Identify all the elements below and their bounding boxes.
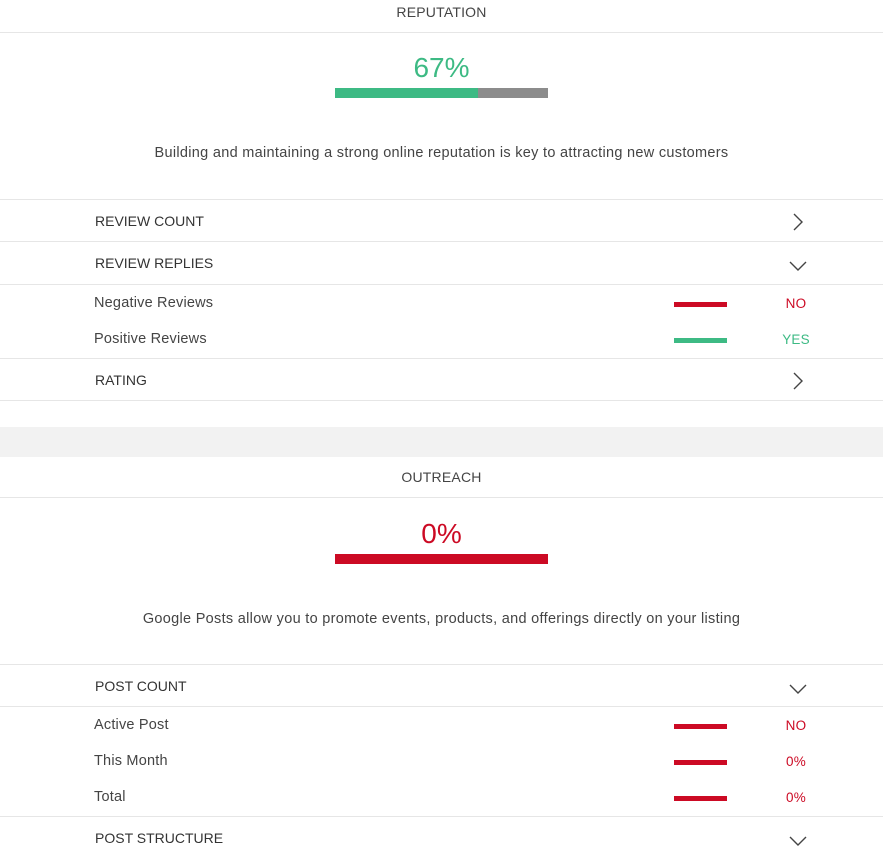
divider xyxy=(0,400,883,401)
active-post-label: Active Post xyxy=(94,717,169,733)
active-post-item: Active Post NO xyxy=(0,708,883,744)
status-indicator xyxy=(674,796,727,801)
outreach-description: Google Posts allow you to promote events… xyxy=(142,611,741,627)
this-month-value: 0% xyxy=(786,754,806,769)
status-indicator xyxy=(674,724,727,729)
positive-reviews-value: YES xyxy=(782,332,810,347)
chevron-right-icon xyxy=(793,372,803,390)
reputation-section: REPUTATION 67% Building and maintaining … xyxy=(0,0,883,427)
chevron-down-icon xyxy=(789,836,807,846)
this-month-item: This Month 0% xyxy=(0,744,883,780)
outreach-score: 0% xyxy=(421,518,462,549)
negative-reviews-label: Negative Reviews xyxy=(94,295,214,311)
chevron-down-icon xyxy=(789,261,807,271)
review-count-row[interactable]: REVIEW COUNT xyxy=(0,199,883,242)
divider xyxy=(0,706,883,707)
outreach-progress-bar xyxy=(335,554,548,564)
post-structure-row[interactable]: POST STRUCTURE xyxy=(0,816,883,858)
total-label: Total xyxy=(94,789,126,805)
positive-reviews-item: Positive Reviews YES xyxy=(0,322,883,358)
reputation-description: Building and maintaining a strong online… xyxy=(154,145,729,161)
review-count-label: REVIEW COUNT xyxy=(95,213,204,229)
reputation-progress-fill xyxy=(335,88,478,98)
negative-reviews-value: NO xyxy=(785,296,807,311)
post-structure-label: POST STRUCTURE xyxy=(95,830,224,846)
post-count-label: POST COUNT xyxy=(95,678,187,694)
active-post-value: NO xyxy=(785,718,807,733)
chevron-right-icon xyxy=(793,213,803,231)
section-separator xyxy=(0,427,883,457)
post-count-row[interactable]: POST COUNT xyxy=(0,664,883,707)
status-indicator xyxy=(674,338,727,343)
rating-label: RATING xyxy=(95,372,147,388)
review-replies-label: REVIEW REPLIES xyxy=(95,255,214,271)
reputation-progress-bar xyxy=(335,88,548,98)
reputation-title: REPUTATION xyxy=(0,0,883,33)
total-item: Total 0% xyxy=(0,780,883,816)
positive-reviews-label: Positive Reviews xyxy=(94,331,207,347)
outreach-title: OUTREACH xyxy=(0,457,883,498)
divider xyxy=(0,284,883,285)
total-value: 0% xyxy=(786,790,806,805)
outreach-section: OUTREACH 0% Google Posts allow you to pr… xyxy=(0,457,883,858)
status-indicator xyxy=(674,760,727,765)
review-replies-row[interactable]: REVIEW REPLIES xyxy=(0,241,883,284)
negative-reviews-item: Negative Reviews NO xyxy=(0,286,883,322)
chevron-down-icon xyxy=(789,684,807,694)
this-month-label: This Month xyxy=(94,753,168,769)
reputation-score: 67% xyxy=(413,52,470,83)
status-indicator xyxy=(674,302,727,307)
rating-row[interactable]: RATING xyxy=(0,358,883,401)
